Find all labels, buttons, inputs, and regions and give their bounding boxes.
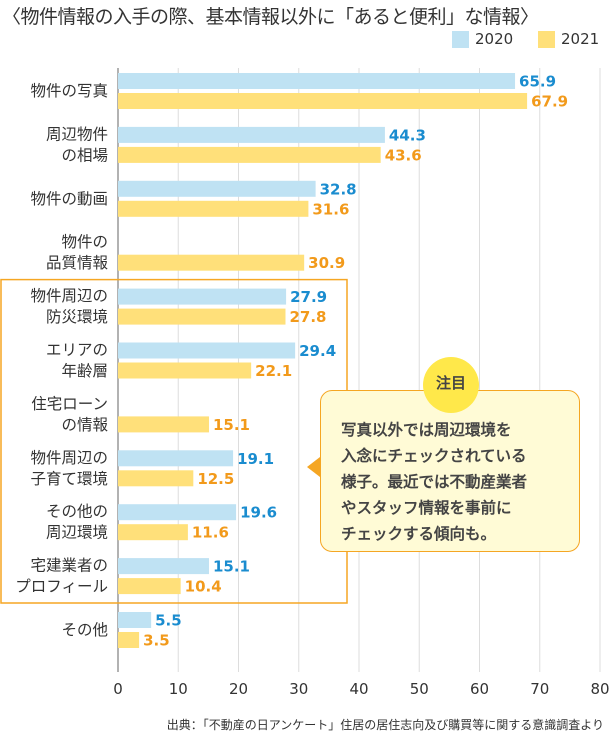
category-label: 周辺物件 bbox=[46, 125, 108, 143]
data-label: 15.1 bbox=[213, 558, 250, 576]
category-label: 物件の bbox=[61, 233, 108, 251]
category-label: の情報 bbox=[61, 416, 108, 434]
data-label: 15.1 bbox=[213, 416, 250, 434]
data-label: 27.8 bbox=[289, 308, 326, 326]
bar-2020 bbox=[118, 126, 385, 143]
data-label: 3.5 bbox=[143, 632, 170, 650]
legend-swatch bbox=[452, 30, 469, 48]
data-label: 29.4 bbox=[299, 342, 336, 360]
data-label: 5.5 bbox=[155, 612, 182, 630]
data-label: 32.8 bbox=[320, 180, 357, 198]
legend-swatch bbox=[538, 30, 555, 48]
bar-2020 bbox=[118, 180, 316, 197]
data-label: 43.6 bbox=[385, 146, 422, 164]
highlight-box bbox=[0, 278, 348, 604]
x-tick-label: 80 bbox=[590, 680, 609, 698]
bar-2020 bbox=[118, 612, 152, 628]
category-label: 防災環境 bbox=[46, 307, 108, 326]
data-label: 44.3 bbox=[389, 126, 426, 144]
category-label: 物件周辺の bbox=[30, 287, 108, 305]
x-tick-label: 10 bbox=[169, 680, 188, 698]
category-label: 子育て環境 bbox=[30, 469, 108, 488]
bar-2021 bbox=[118, 524, 188, 541]
category-label: 周辺環境 bbox=[46, 523, 108, 542]
data-label: 12.5 bbox=[197, 470, 234, 488]
callout-text: 写真以外では周辺環境を 入念にチェックされている 様子。最近では不動産業者 やス… bbox=[341, 421, 528, 543]
source-note: 出典：「不動産の日アンケート」住居の居住志向及び購買等に関する意識調査より bbox=[166, 718, 604, 732]
bar-2021 bbox=[118, 254, 305, 271]
data-label: 67.9 bbox=[531, 93, 568, 111]
bar-2021 bbox=[118, 362, 252, 379]
category-label: エリアの bbox=[46, 341, 108, 359]
data-label: 22.1 bbox=[255, 362, 292, 380]
x-tick-label: 20 bbox=[229, 680, 248, 698]
callout-arrow bbox=[307, 457, 320, 477]
bar-2020 bbox=[118, 342, 296, 359]
bar-2020 bbox=[118, 73, 516, 89]
bar-2021 bbox=[118, 200, 309, 217]
data-label: 65.9 bbox=[519, 73, 556, 91]
x-tick-label: 50 bbox=[410, 680, 429, 698]
category-label: 年齢層 bbox=[61, 362, 108, 380]
x-tick-label: 40 bbox=[349, 680, 368, 698]
legend-2020: 2020 bbox=[452, 30, 513, 48]
bar-2021 bbox=[118, 416, 209, 433]
data-label: 19.1 bbox=[237, 450, 274, 468]
category-label: その他 bbox=[61, 621, 108, 639]
bar-2021 bbox=[118, 470, 194, 487]
category-label: 品質情報 bbox=[46, 254, 109, 272]
bar-2020 bbox=[118, 450, 234, 467]
category-label: 宅建業者の bbox=[30, 557, 108, 575]
data-label: 11.6 bbox=[192, 524, 229, 542]
x-tick-label: 0 bbox=[113, 680, 123, 698]
bar-2020 bbox=[118, 504, 237, 521]
data-label: 31.6 bbox=[312, 200, 349, 218]
callout-box: 写真以外では周辺環境を 入念にチェックされている 様子。最近では不動産業者 やス… bbox=[320, 390, 580, 552]
category-label: その他の bbox=[46, 503, 108, 521]
category-label: 物件周辺の bbox=[30, 449, 108, 467]
bar-2021 bbox=[118, 632, 140, 648]
data-label: 19.6 bbox=[240, 504, 277, 522]
data-label: 30.9 bbox=[308, 254, 345, 272]
data-label: 27.9 bbox=[290, 288, 327, 306]
x-tick-label: 30 bbox=[289, 680, 308, 698]
bar-2021 bbox=[118, 93, 528, 109]
callout-badge: 注目 bbox=[423, 357, 479, 413]
bar-2020 bbox=[118, 558, 209, 575]
legend-2021: 2021 bbox=[538, 30, 599, 48]
legend-label: 2021 bbox=[561, 30, 600, 48]
category-label: 物件の写真 bbox=[30, 82, 108, 100]
legend-label: 2020 bbox=[475, 30, 514, 48]
category-label: の相場 bbox=[61, 146, 108, 164]
x-tick-label: 70 bbox=[530, 680, 549, 698]
bar-2021 bbox=[118, 578, 181, 595]
category-label: 物件の動画 bbox=[30, 190, 108, 208]
data-label: 10.4 bbox=[185, 578, 222, 596]
chart-title: 〈物件情報の入手の際、基本情報以外に「あると便利」な情報〉 bbox=[2, 6, 539, 28]
category-label: プロフィール bbox=[15, 578, 108, 596]
bar-2021 bbox=[118, 308, 286, 325]
bar-2021 bbox=[118, 146, 381, 163]
bar-2020 bbox=[118, 288, 287, 305]
category-label: 住宅ローン bbox=[31, 395, 108, 413]
x-tick-label: 60 bbox=[470, 680, 489, 698]
